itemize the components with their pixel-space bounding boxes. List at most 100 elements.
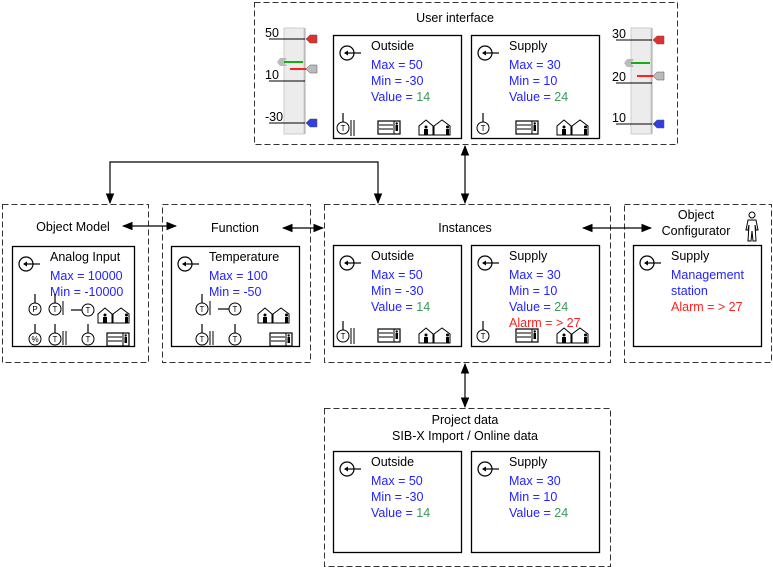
param-line: Max = 50	[371, 268, 423, 282]
card-function: Temperature Max = 100 Min = -50 T T T T	[170, 245, 301, 348]
arrow-objectmodel-instances	[105, 161, 383, 205]
temp-sensor-pipe-icon	[336, 320, 355, 344]
card-frame	[332, 450, 463, 554]
temp-sensor-icon: T	[218, 302, 242, 316]
card-ui-outside: Outside Max = 50 Min = -30 Value = 14	[332, 34, 463, 140]
panel-icon	[377, 328, 401, 343]
card-title: Supply	[509, 455, 548, 469]
card-proj-outside: Outside Max = 50 Min = -30 Value = 14	[332, 450, 463, 554]
group-function	[162, 204, 311, 363]
min-marker-icon	[305, 118, 318, 128]
param-label: Min = 10	[509, 74, 557, 88]
svg-text:T: T	[200, 305, 205, 314]
setpoint-marker-icon	[277, 58, 287, 66]
card-proj-supply: Supply Max = 30 Min = 10 Value = 24	[470, 450, 601, 554]
param-label: Max = 30	[509, 268, 561, 282]
svg-text:T: T	[53, 335, 58, 344]
group-title-line1: Project data	[432, 413, 499, 427]
max-marker-icon	[652, 35, 665, 45]
group-title-line2: SIB-X Import / Online data	[392, 429, 538, 443]
param-line: Min = -30	[371, 74, 424, 88]
param-line: station	[671, 284, 708, 298]
svg-text:T: T	[200, 335, 205, 344]
param-label: station	[671, 284, 708, 298]
group-object-model	[2, 204, 149, 363]
param-label: Min = -50	[209, 285, 262, 299]
group-instances	[324, 204, 611, 363]
param-line: Min = 10	[509, 284, 557, 298]
temp-sensor-pipe-icon: T	[195, 324, 214, 346]
scale-right: 30 20 10	[612, 27, 665, 135]
group-title: Function	[211, 221, 259, 235]
group-object-configurator	[624, 204, 772, 363]
param-label: Min = -30	[371, 74, 424, 88]
param-line: Value = 24	[509, 300, 568, 314]
param-line: Max = 30	[509, 58, 561, 72]
scale-label: 10	[612, 111, 626, 125]
param-value: 14	[416, 506, 430, 520]
card-title: Supply	[509, 39, 548, 53]
param-line: Management	[671, 268, 744, 282]
temp-sensor-pipe-icon: T	[48, 324, 67, 346]
param-label: Min = -30	[371, 284, 424, 298]
svg-text:T: T	[53, 305, 58, 314]
card-title: Supply	[671, 249, 710, 263]
param-value: 14	[416, 90, 430, 104]
param-line: Max = 30	[509, 474, 561, 488]
svg-text:P: P	[32, 305, 37, 314]
param-line: Max = 50	[371, 58, 423, 72]
param-label: Value =	[371, 506, 416, 520]
param-value: 24	[554, 90, 568, 104]
scale-left: 50 10 -30	[265, 26, 318, 135]
value-marker-icon	[305, 64, 318, 74]
group-title: Instances	[438, 221, 492, 235]
svg-text:T: T	[86, 306, 91, 315]
group-project-data	[324, 408, 611, 567]
person-icon	[745, 211, 759, 242]
param-label: Value =	[371, 300, 416, 314]
param-value: 24	[554, 300, 568, 314]
param-line: Max = 30	[509, 268, 561, 282]
group-user-interface	[254, 2, 678, 145]
param-line: Value = 24	[509, 90, 568, 104]
temp-sensor-pipe-icon: T	[195, 294, 211, 316]
param-label: Value =	[509, 90, 554, 104]
card-title: Temperature	[209, 250, 279, 264]
param-value: 14	[416, 300, 430, 314]
card-configurator: Supply Management station Alarm = > 27	[632, 244, 763, 348]
scale-label: 50	[265, 26, 279, 40]
temp-sensor-icon: T	[81, 324, 95, 346]
param-line: Value = 24	[509, 506, 568, 520]
param-line: Min = -30	[371, 490, 424, 504]
scale-label: 10	[265, 68, 279, 82]
param-line: Min = -30	[371, 284, 424, 298]
group-title-line1: Object	[678, 208, 715, 222]
param-value: 24	[554, 506, 568, 520]
param-line: Value = 14	[371, 506, 430, 520]
param-label: Management	[671, 268, 744, 282]
scale-label: 20	[612, 70, 626, 84]
panel-icon	[515, 328, 539, 343]
card-object-model: Analog Input Max = 10000 Min = -10000 P T T% T…	[11, 245, 136, 348]
scale-label: 30	[612, 27, 626, 41]
group-title: User interface	[416, 11, 494, 25]
card-title: Outside	[371, 455, 414, 469]
panel-icon	[269, 332, 293, 347]
card-title: Outside	[371, 249, 414, 263]
param-label: Max = 30	[509, 58, 561, 72]
scale-bar	[630, 27, 652, 135]
param-label: Max = 50	[371, 268, 423, 282]
card-inst-supply: Supply Max = 30 Min = 10 Value = 24 Alarm = …	[470, 244, 601, 348]
card-title: Supply	[509, 249, 548, 263]
param-label: Value =	[509, 300, 554, 314]
max-marker-icon	[305, 34, 318, 44]
svg-text:T: T	[233, 335, 238, 344]
param-line: Min = -50	[209, 285, 262, 299]
temp-sensor-icon: T	[71, 303, 95, 317]
panel-icon	[106, 332, 130, 347]
card-ui-supply: Supply Max = 30 Min = 10 Value = 24	[470, 34, 601, 140]
alarm-text: Alarm = > 27	[671, 300, 743, 314]
humidity-sensor-icon: %	[28, 324, 42, 346]
param-line: Max = 100	[209, 269, 268, 283]
